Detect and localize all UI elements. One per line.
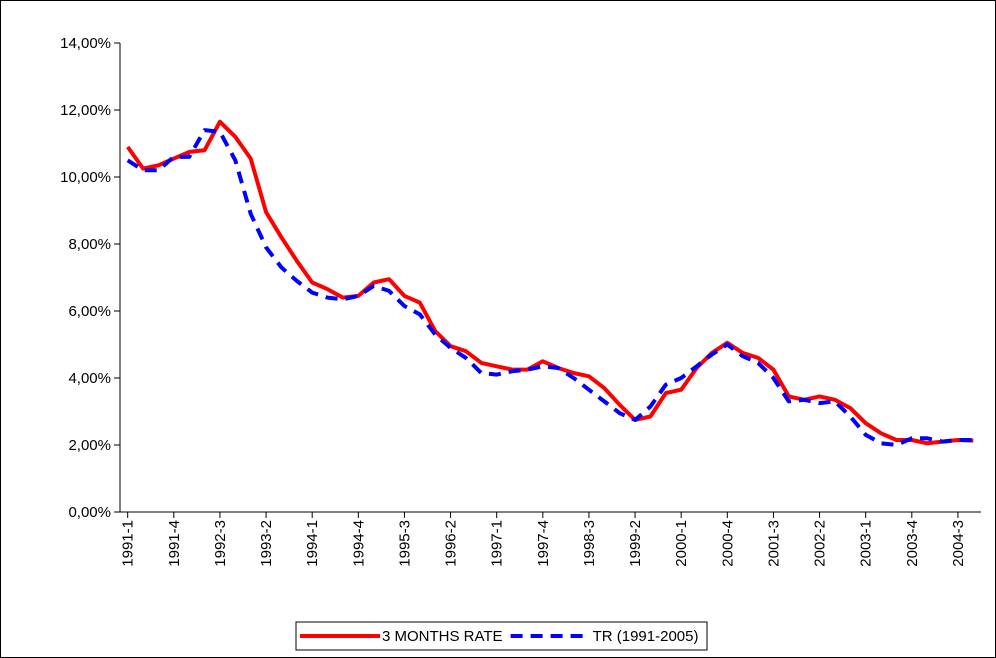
y-tick-label: 6,00%	[68, 303, 111, 320]
series-line	[126, 119, 974, 446]
y-tick-label: 4,00%	[68, 370, 111, 387]
x-tick-label: 1996-2	[443, 520, 460, 567]
x-tick-label: 2002-2	[812, 520, 829, 567]
y-tick-label: 2,00%	[68, 437, 111, 454]
x-tick-label: 1993-2	[258, 520, 275, 567]
x-tick-label: 2003-4	[904, 520, 921, 567]
x-tick-label: 2004-3	[950, 520, 967, 567]
x-tick-label: 1997-1	[489, 520, 506, 567]
x-tick-label: 1995-3	[396, 520, 413, 567]
x-tick-label: 1998-3	[581, 520, 598, 567]
y-tick-label: 12,00%	[60, 102, 111, 119]
x-tick-label: 2000-1	[673, 520, 690, 567]
y-tick-label: 8,00%	[68, 236, 111, 253]
x-tick-label: 2000-4	[719, 520, 736, 567]
x-tick-label: 1999-2	[627, 520, 644, 567]
x-tick-label: 2003-1	[858, 520, 875, 567]
legend-label: 3 MONTHS RATE	[382, 628, 503, 645]
x-tick-label: 1991-4	[166, 520, 183, 567]
x-tick-label: 1991-1	[120, 520, 137, 567]
y-tick-label: 10,00%	[60, 169, 111, 186]
y-tick-label: 0,00%	[68, 504, 111, 521]
legend-label: TR (1991-2005)	[593, 628, 699, 645]
y-tick-label: 14,00%	[60, 35, 111, 52]
series-line	[126, 128, 974, 447]
x-tick-label: 2001-3	[765, 520, 782, 567]
x-tick-label: 1994-1	[304, 520, 321, 567]
x-tick-label: 1997-4	[535, 520, 552, 567]
x-tick-label: 1992-3	[212, 520, 229, 567]
x-tick-label: 1994-4	[350, 520, 367, 567]
